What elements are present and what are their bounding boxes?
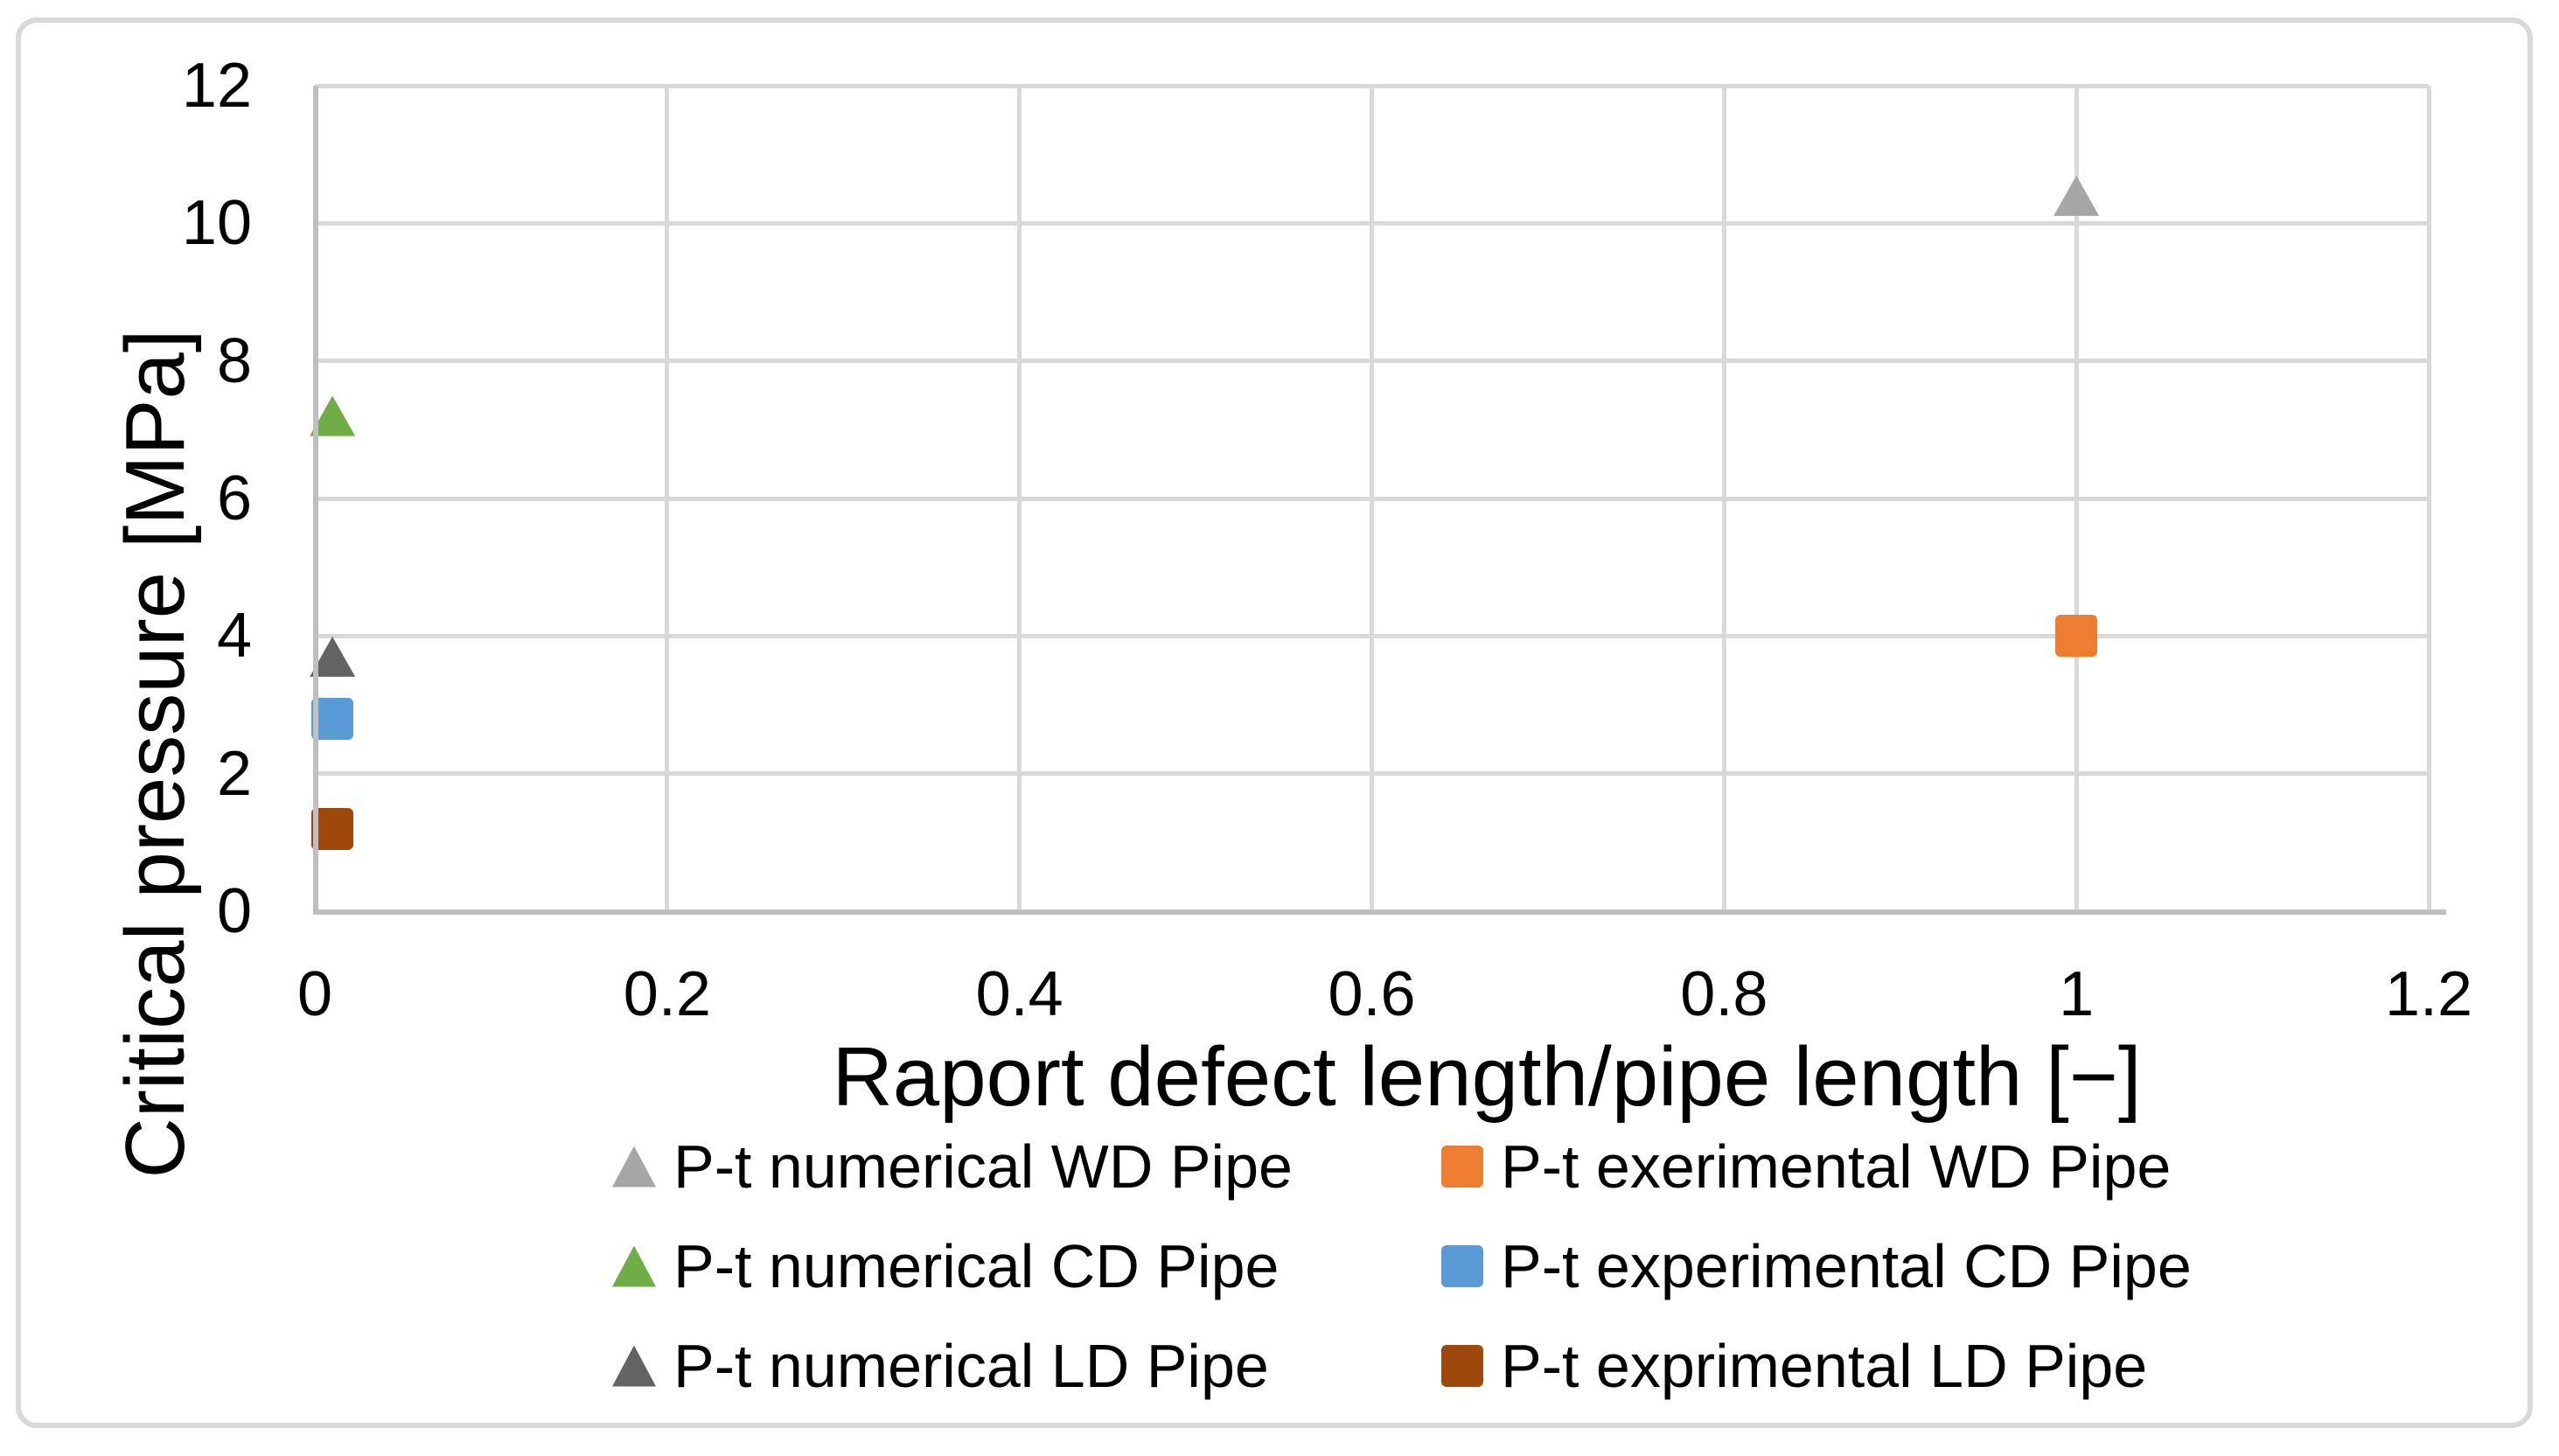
x-tick-label: 0.6 (1328, 959, 1416, 1029)
vertical-gridline (1017, 86, 1022, 911)
y-tick-label: 8 (216, 325, 252, 396)
legend-item: P-t numerical WD Pipe (612, 1136, 1293, 1197)
chart-outer-border (16, 17, 2533, 1428)
legend-item: P-t exerimental WD Pipe (1441, 1136, 2171, 1197)
legend-label: P-t numerical CD Pipe (673, 1232, 1280, 1300)
legend-label: P-t exerimental WD Pipe (1501, 1132, 2172, 1201)
legend-label: P-t numerical WD Pipe (673, 1132, 1293, 1201)
legend-label: P-t experimental CD Pipe (1501, 1232, 2192, 1300)
x-tick-label: 1.2 (2384, 959, 2473, 1029)
data-point-marker-p-t-exerimental-wd-pipe (2055, 615, 2098, 658)
legend-item: P-t exprimental LD Pipe (1441, 1335, 2147, 1397)
legend-square-marker-icon (1441, 1245, 1483, 1287)
legend-item: P-t numerical CD Pipe (612, 1236, 1279, 1297)
vertical-gridline (665, 86, 670, 911)
vertical-gridline (1721, 86, 1726, 911)
legend-square-marker-icon (1441, 1146, 1483, 1188)
legend-item: P-t experimental CD Pipe (1441, 1236, 2192, 1297)
y-tick-label: 12 (181, 51, 252, 121)
legend-triangle-marker-icon (612, 1146, 656, 1188)
x-tick-label: 0.8 (1680, 959, 1768, 1029)
vertical-gridline (2426, 86, 2431, 911)
legend-label: P-t exprimental LD Pipe (1501, 1332, 2148, 1400)
y-axis-line (313, 86, 318, 915)
vertical-gridline (1370, 86, 1374, 911)
legend-triangle-marker-icon (612, 1245, 656, 1287)
x-axis-line (313, 909, 2446, 915)
y-axis-title: Critical pressure [MPa] (108, 329, 202, 1179)
legend-triangle-marker-icon (612, 1345, 656, 1387)
legend-square-marker-icon (1441, 1345, 1483, 1387)
x-tick-label: 0.2 (623, 959, 711, 1029)
y-tick-label: 10 (181, 188, 252, 259)
x-tick-label: 0.4 (975, 959, 1063, 1029)
plot-area (310, 83, 2431, 911)
x-axis-title: Raport defect length/pipe length [−] (832, 1030, 2142, 1124)
x-tick-label: 1 (2059, 959, 2095, 1029)
x-tick-label: 0 (296, 959, 333, 1029)
y-tick-label: 0 (216, 876, 252, 946)
legend-label: P-t numerical LD Pipe (673, 1332, 1269, 1400)
data-point-marker-p-t-numerical-wd-pipe (2053, 175, 2100, 216)
data-point-marker-p-t-exprimental-ld-pipe (311, 807, 354, 850)
y-tick-label: 2 (216, 738, 252, 809)
y-tick-label: 6 (216, 463, 252, 533)
legend-item: P-t numerical LD Pipe (612, 1335, 1269, 1397)
vertical-gridline (2074, 86, 2079, 911)
data-point-marker-p-t-experimental-cd-pipe (311, 697, 354, 740)
y-tick-label: 4 (216, 601, 252, 672)
